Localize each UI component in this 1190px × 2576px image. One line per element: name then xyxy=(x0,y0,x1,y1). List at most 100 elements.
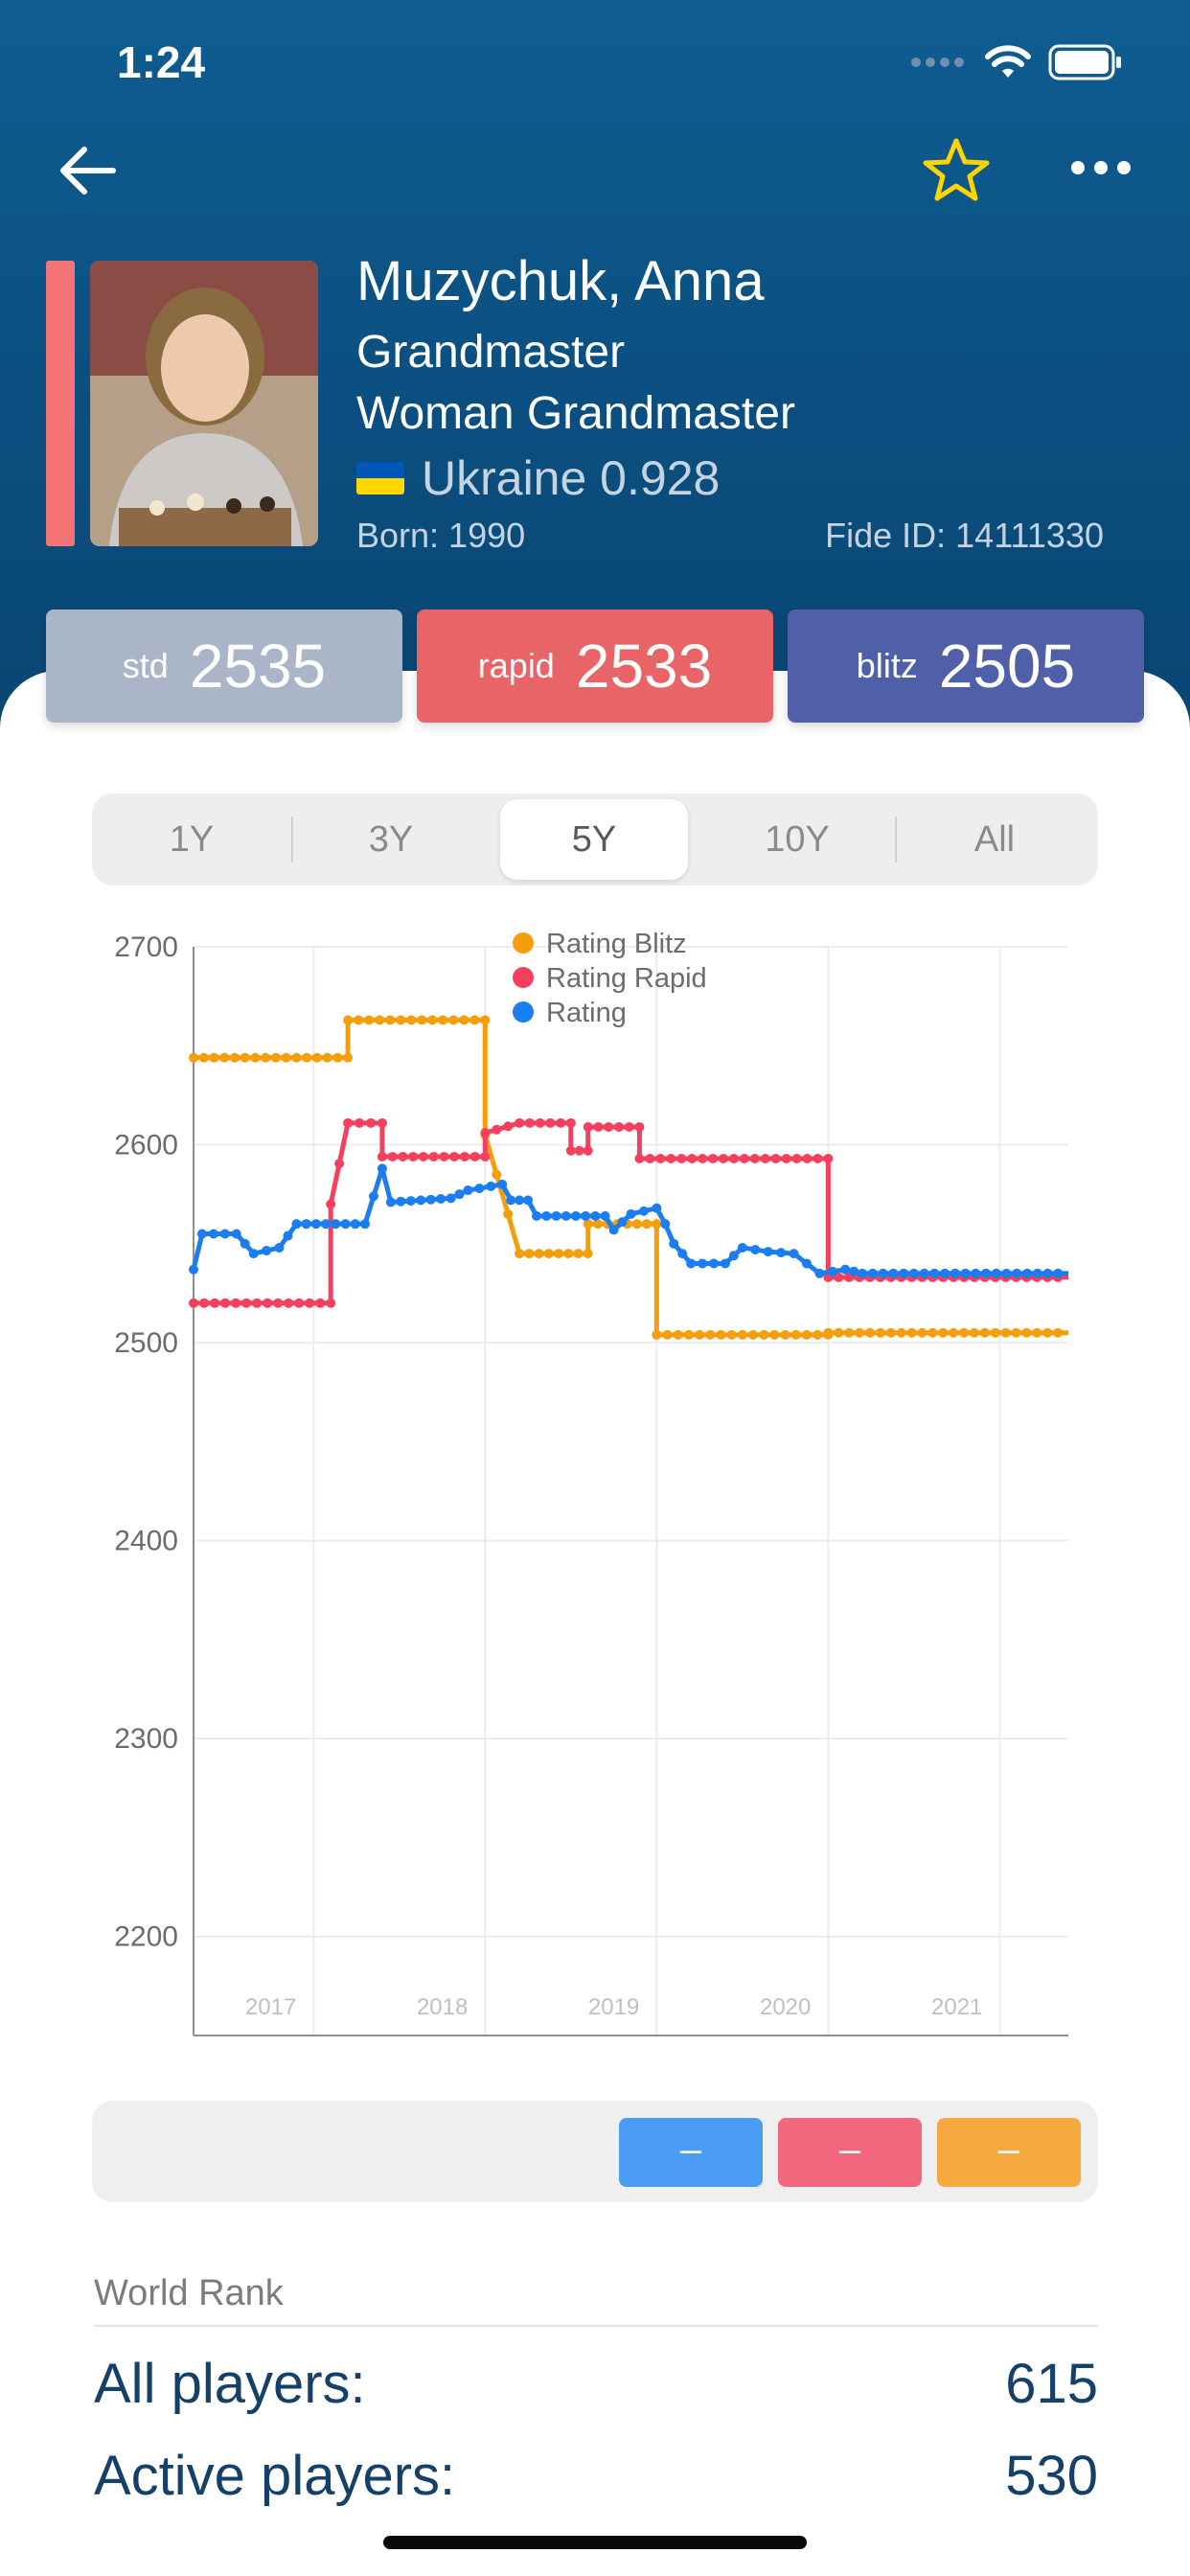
series-point xyxy=(718,1154,728,1164)
series-point xyxy=(867,1268,878,1278)
series-point xyxy=(311,1052,322,1063)
series-point xyxy=(634,1121,645,1132)
rating-std-box[interactable]: std 2535 xyxy=(46,610,402,723)
series-point xyxy=(350,1219,360,1230)
y-tick-label: 2500 xyxy=(114,1327,178,1359)
series-point xyxy=(240,1238,250,1249)
series-point xyxy=(959,1327,970,1338)
series-point xyxy=(781,1154,791,1164)
divider xyxy=(94,2325,1098,2327)
series-point xyxy=(385,1197,396,1208)
series-point xyxy=(1042,1327,1053,1338)
series-point xyxy=(326,1298,336,1308)
y-tick-label: 2200 xyxy=(114,1921,178,1953)
player-name: Muzychuk, Anna xyxy=(356,250,765,312)
series-point xyxy=(332,1052,343,1063)
series-point xyxy=(565,1145,576,1156)
series-point xyxy=(581,1210,591,1221)
content-card xyxy=(0,671,1190,2576)
series-point xyxy=(583,1219,593,1230)
series-point xyxy=(776,1248,787,1258)
toggle-blitz-button[interactable]: – xyxy=(937,2118,1081,2187)
series-point xyxy=(563,1249,574,1259)
period-10y[interactable]: 10Y xyxy=(765,819,830,860)
series-point xyxy=(486,1181,496,1191)
series-point xyxy=(716,1329,726,1340)
series-point xyxy=(655,1154,666,1164)
period-3y[interactable]: 3Y xyxy=(368,819,414,860)
series-point xyxy=(573,1249,584,1259)
series-point xyxy=(728,1154,739,1164)
series-point xyxy=(310,1219,321,1230)
rating-rapid-box[interactable]: rapid 2533 xyxy=(417,610,773,723)
series-point xyxy=(340,1219,351,1230)
series-point xyxy=(561,1210,571,1221)
series-point xyxy=(360,1219,371,1230)
series-point xyxy=(855,1327,865,1338)
series-point xyxy=(660,1219,671,1230)
series-point xyxy=(642,1219,652,1230)
series-point xyxy=(896,1327,906,1338)
series-point xyxy=(281,1052,291,1063)
period-1y[interactable]: 1Y xyxy=(169,819,215,860)
segment-divider xyxy=(291,816,293,862)
favorite-star-icon[interactable] xyxy=(922,136,991,205)
series-point xyxy=(652,1329,662,1340)
status-time: 1:24 xyxy=(117,37,206,87)
series-point xyxy=(769,1329,780,1340)
series-point xyxy=(416,1195,426,1206)
series-point xyxy=(1022,1268,1033,1278)
series-point xyxy=(220,1298,231,1308)
series-toggle-panel: – – – xyxy=(92,2101,1098,2202)
rating-chart[interactable]: 2200 2300 2400 2500 2600 2700 2017 2018 2019 2020… xyxy=(57,910,1092,2041)
series-point xyxy=(737,1329,747,1340)
period-5y[interactable]: 5Y xyxy=(500,799,688,880)
series-point xyxy=(284,1298,294,1308)
series-point xyxy=(759,1329,769,1340)
series-point xyxy=(949,1327,959,1338)
series-point xyxy=(406,1015,417,1025)
series-point xyxy=(888,1268,899,1278)
series-point xyxy=(748,1329,759,1340)
back-arrow-icon[interactable] xyxy=(57,144,119,197)
series-point xyxy=(343,1052,354,1063)
series-point xyxy=(385,1015,396,1025)
player-title-wgm: Woman Grandmaster xyxy=(356,388,795,439)
rating-rapid-label: rapid xyxy=(477,646,555,685)
series-point xyxy=(812,1329,823,1340)
series-point xyxy=(418,1151,428,1162)
series-point xyxy=(387,1151,398,1162)
series-point xyxy=(908,1268,919,1278)
period-all[interactable]: All xyxy=(973,819,1016,860)
series-point xyxy=(377,1163,387,1174)
series-point xyxy=(377,1151,387,1162)
series-point xyxy=(1000,1327,1011,1338)
series-point xyxy=(503,1121,514,1132)
rating-blitz-value: 2505 xyxy=(938,632,1076,701)
series-point xyxy=(189,1052,198,1063)
rating-blitz-box[interactable]: blitz 2505 xyxy=(788,610,1144,723)
series-point xyxy=(459,1151,469,1162)
x-tick-label: 2020 xyxy=(760,1994,811,2020)
legend-marker xyxy=(513,967,534,988)
series-point xyxy=(780,1329,790,1340)
series-point xyxy=(209,1052,219,1063)
series-point xyxy=(669,1238,679,1249)
series-point xyxy=(676,1154,687,1164)
player-photo xyxy=(90,261,318,546)
series-point xyxy=(291,1052,302,1063)
series-point xyxy=(270,1052,281,1063)
series-point xyxy=(705,1329,716,1340)
series-point xyxy=(728,1251,739,1261)
toggle-rapid-button[interactable]: – xyxy=(778,2118,922,2187)
series-point xyxy=(750,1245,761,1255)
series-point xyxy=(840,1264,851,1275)
series-point xyxy=(497,1179,508,1189)
series-point xyxy=(405,1196,416,1207)
more-options-icon[interactable] xyxy=(1068,153,1133,182)
series-point xyxy=(1053,1327,1064,1338)
series-point xyxy=(408,1151,419,1162)
series-point xyxy=(534,1249,544,1259)
toggle-rating-button[interactable]: – xyxy=(619,2118,763,2187)
series-point xyxy=(492,1124,502,1135)
